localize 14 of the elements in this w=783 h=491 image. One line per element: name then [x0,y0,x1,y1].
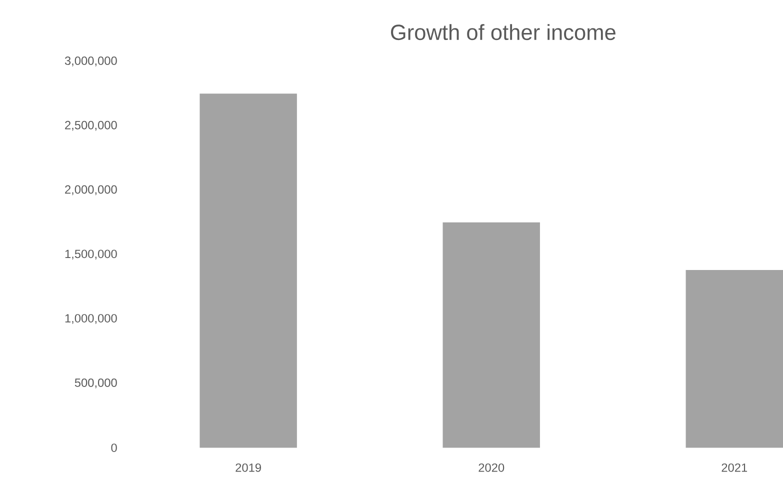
x-tick-label: 2020 [478,463,504,472]
x-tick-label: 2019 [236,463,261,472]
bar [686,270,783,448]
x-tick-label: 2021 [722,463,748,472]
y-tick-label: 0 [111,443,117,452]
y-tick-label: 2,500,000 [65,120,117,131]
chart-title: Growth of other income [391,24,616,40]
y-tick-label: 1,000,000 [65,314,117,324]
bar [442,222,540,448]
y-tick-label: 500,000 [74,378,117,388]
bar [200,93,297,448]
y-tick-label: 3,000,000 [64,56,117,66]
y-tick-label: 2,000,000 [65,185,117,195]
y-tick-label: 1,500,000 [65,250,117,260]
